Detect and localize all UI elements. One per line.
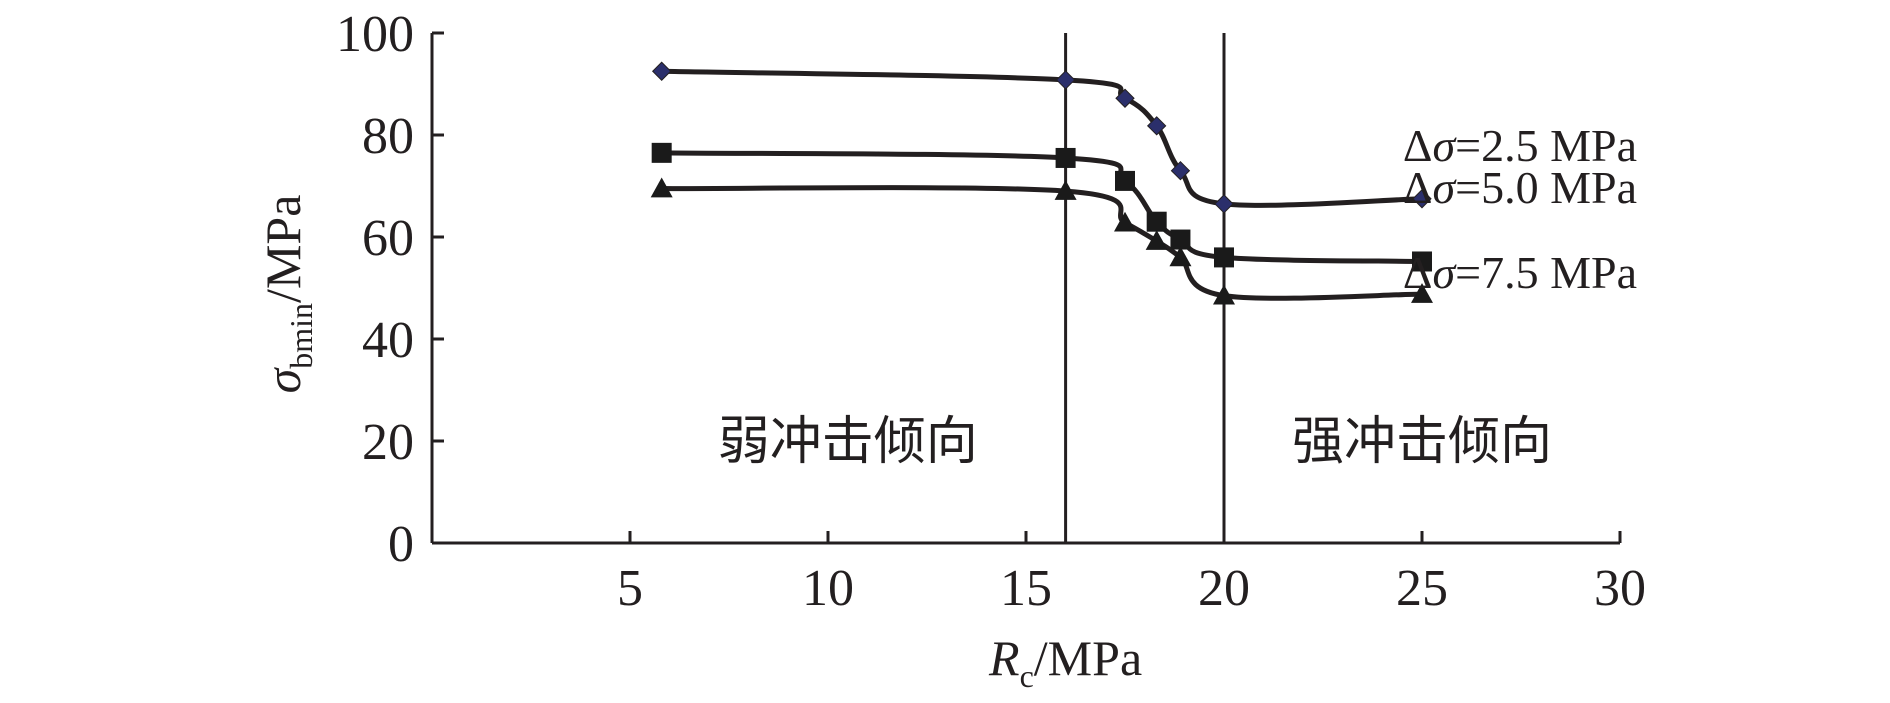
square-marker — [1146, 211, 1167, 232]
y-tick-label: 0 — [388, 516, 414, 573]
diamond-marker — [651, 61, 672, 81]
delta-symbol: Δ — [1403, 120, 1433, 171]
diamond-marker — [1214, 194, 1234, 214]
y-axis-label-part-1: σ — [255, 366, 311, 393]
series-value-text: =7.5 MPa — [1455, 247, 1637, 298]
delta-symbol: Δ — [1403, 162, 1433, 213]
region-label-strong: 强冲击倾向 — [1292, 414, 1552, 471]
y-tick-label: 40 — [362, 312, 414, 369]
series-line-3 — [661, 185, 1423, 301]
markers-group — [650, 61, 1433, 305]
delta-symbol: Δ — [1403, 247, 1433, 298]
triangle-marker — [1054, 180, 1077, 200]
y-axis-label-part-3: /MPa — [255, 195, 311, 303]
x-tick-label: 20 — [1198, 560, 1250, 617]
triangle-marker — [1114, 211, 1136, 232]
sigma-symbol: σ — [1432, 120, 1457, 171]
diamond-marker — [1146, 116, 1167, 136]
diamond-marker — [1115, 88, 1135, 108]
series-label-2: Δσ=5.0 MPa — [1403, 162, 1637, 213]
x-axis-label-part-2: c — [1020, 658, 1034, 694]
triangle-marker — [650, 177, 673, 198]
square-marker — [1170, 229, 1191, 250]
diamond-marker — [1055, 70, 1076, 90]
diamond-marker — [1170, 160, 1191, 181]
x-axis-label-part-1: R — [988, 630, 1020, 686]
x-axis-label: Rc/MPa — [988, 630, 1142, 694]
square-marker — [1055, 147, 1076, 168]
y-tick-label: 80 — [362, 108, 414, 165]
x-tick-label: 5 — [617, 560, 643, 617]
diamond-marker — [1412, 189, 1432, 209]
triangle-marker — [1411, 283, 1433, 303]
region-label-weak: 弱冲击倾向 — [718, 414, 978, 471]
series-value-text: =2.5 MPa — [1455, 120, 1637, 171]
sigma-symbol: σ — [1432, 162, 1457, 213]
triangle-marker — [1145, 230, 1168, 250]
sigma-symbol: σ — [1432, 247, 1457, 298]
y-axis-label: σbmin/MPa — [255, 195, 319, 394]
series-group — [661, 68, 1423, 301]
square-marker — [1115, 170, 1135, 191]
series-label-3: Δσ=7.5 MPa — [1403, 247, 1637, 298]
x-tick-label: 15 — [1000, 560, 1052, 617]
square-marker — [651, 142, 672, 163]
series-line-2 — [661, 150, 1423, 264]
x-tick-label: 10 — [802, 560, 854, 617]
triangle-marker — [1213, 284, 1235, 305]
series-line-1 — [661, 68, 1423, 208]
y-tick-label: 20 — [362, 414, 414, 471]
square-marker — [1412, 251, 1432, 272]
y-tick-label: 100 — [336, 6, 414, 63]
series-value-text: =5.0 MPa — [1455, 162, 1637, 213]
square-marker — [1214, 247, 1234, 268]
y-tick-label: 60 — [362, 210, 414, 267]
x-axis-label-part-3: /MPa — [1034, 630, 1142, 686]
y-axis-label-part-2: bmin — [283, 303, 319, 369]
x-tick-label: 30 — [1594, 560, 1646, 617]
x-tick-label: 25 — [1396, 560, 1448, 617]
series-label-1: Δσ=2.5 MPa — [1403, 120, 1637, 171]
triangle-marker — [1169, 246, 1192, 267]
